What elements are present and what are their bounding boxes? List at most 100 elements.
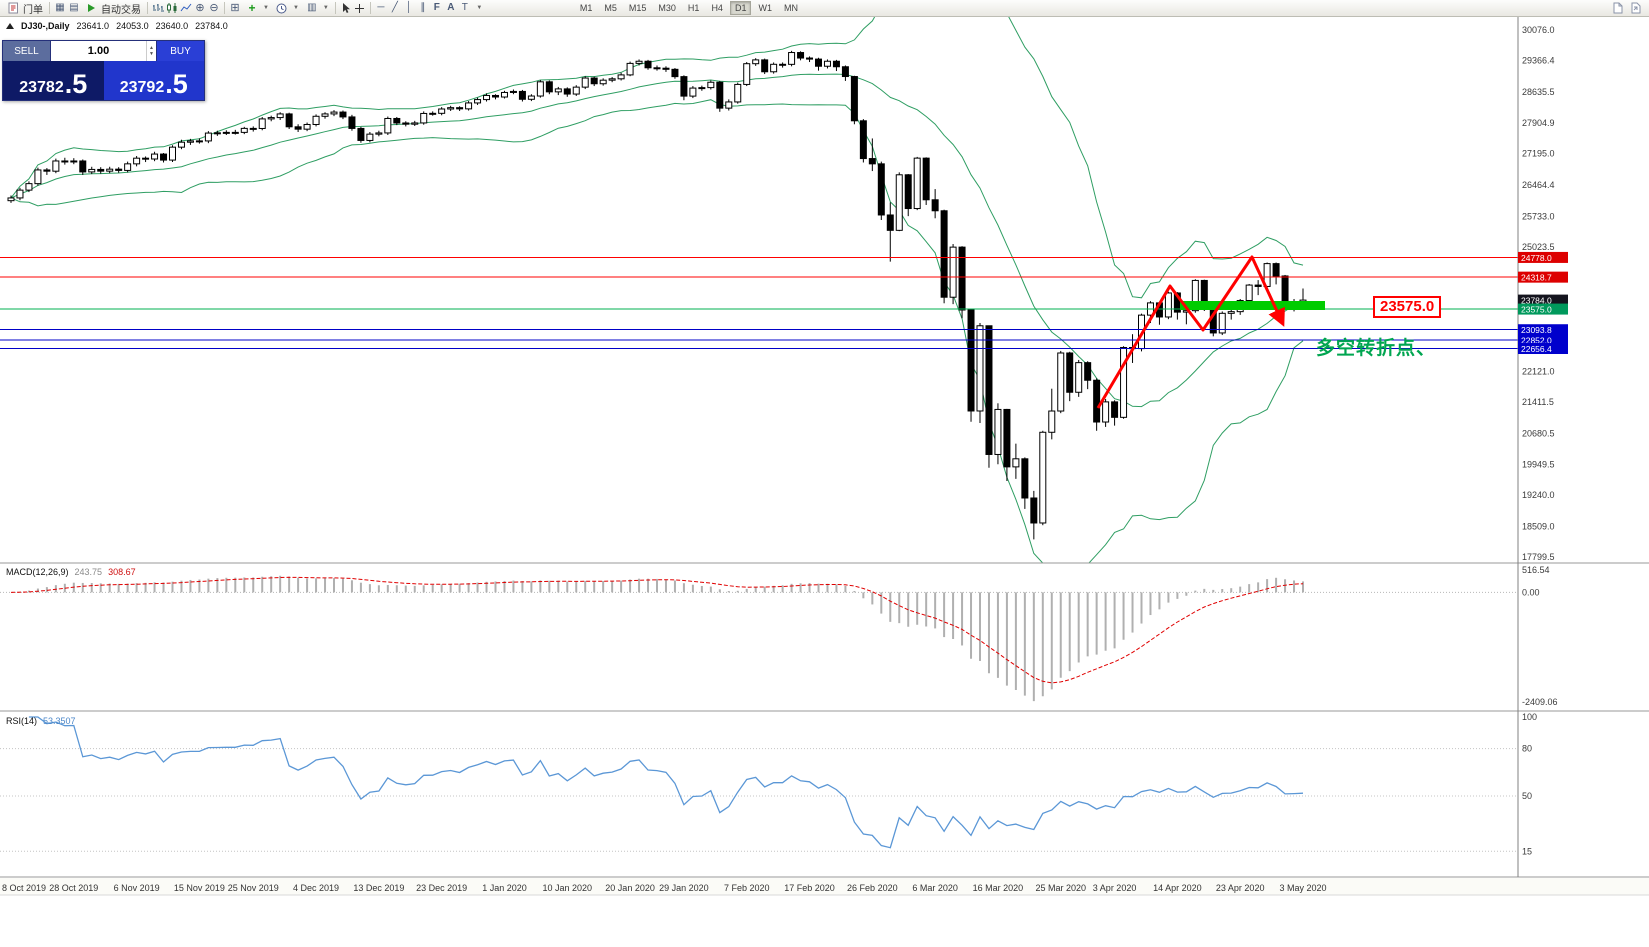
svg-text:28635.5: 28635.5 xyxy=(1522,87,1555,97)
svg-text:6 Mar 2020: 6 Mar 2020 xyxy=(912,883,958,893)
symbol-label: DJ30-,Daily xyxy=(21,21,70,31)
profiles-icon[interactable]: ▤ xyxy=(69,2,79,13)
macd-header: MACD(12,26,9) 243.75 308.67 xyxy=(6,567,136,577)
svg-text:17 Feb 2020: 17 Feb 2020 xyxy=(784,883,835,893)
candlestick-series xyxy=(7,50,1307,540)
svg-text:19240.0: 19240.0 xyxy=(1522,490,1555,500)
high-value: 24053.0 xyxy=(116,21,149,31)
svg-text:22852.0: 22852.0 xyxy=(1521,336,1552,346)
timeframe-toolbar: M1 M5 M15 M30 H1 H4 D1 W1 MN xyxy=(574,1,804,15)
volume-input[interactable] xyxy=(51,41,146,61)
svg-text:15 Nov 2019: 15 Nov 2019 xyxy=(174,883,225,893)
svg-text:4 Dec 2019: 4 Dec 2019 xyxy=(293,883,339,893)
svg-text:0.00: 0.00 xyxy=(1522,587,1540,597)
crosshair-icon[interactable] xyxy=(353,1,367,15)
svg-text:29366.4: 29366.4 xyxy=(1522,55,1555,65)
cursor-icon[interactable] xyxy=(339,1,353,15)
svg-text:29 Jan 2020: 29 Jan 2020 xyxy=(659,883,709,893)
svg-text:3 May 2020: 3 May 2020 xyxy=(1279,883,1326,893)
auto-trading-button[interactable]: 自动交易 xyxy=(81,1,144,16)
buy-price-fraction: .5 xyxy=(165,69,188,100)
buy-price[interactable]: 23792 .5 xyxy=(103,61,204,100)
bar-chart-icon[interactable] xyxy=(151,1,165,15)
sell-button[interactable]: SELL xyxy=(3,41,50,61)
turning-point-note[interactable]: 多空转折点、 xyxy=(1316,338,1437,359)
timeframe-button-m30[interactable]: M30 xyxy=(658,3,676,13)
toolbar-separator xyxy=(224,2,225,14)
toolbar-right-group xyxy=(1610,1,1646,15)
timeframe-button-m15[interactable]: M15 xyxy=(628,3,647,13)
macd-signal-line xyxy=(10,576,1304,684)
support-highlight-bar[interactable] xyxy=(1180,301,1325,310)
timeframe-button-m5[interactable]: M5 xyxy=(604,3,617,13)
chevron-down-icon: ▼ xyxy=(476,5,483,11)
low-value: 23640.0 xyxy=(155,21,189,31)
expand-panel-icon[interactable] xyxy=(1628,1,1642,15)
rsi-panel xyxy=(0,716,1518,852)
new-order-icon xyxy=(6,1,20,15)
svg-text:26464.4: 26464.4 xyxy=(1522,180,1555,190)
text-label-tool-icon[interactable]: T xyxy=(461,2,468,13)
chart-canvas[interactable]: 30076.0 29366.4 28635.5 27904.9 27195.0 26464… xyxy=(0,17,1649,947)
timeframe-button-w1[interactable]: W1 xyxy=(758,3,772,13)
svg-text:3 Apr 2020: 3 Apr 2020 xyxy=(1093,883,1137,893)
timeframe-button-d1[interactable]: D1 xyxy=(729,1,752,15)
timeframe-button-h4[interactable]: H4 xyxy=(711,3,723,13)
svg-text:20 Jan 2020: 20 Jan 2020 xyxy=(605,883,655,893)
rsi-line xyxy=(28,716,1304,849)
rsi-label: RSI(14) xyxy=(6,716,38,726)
svg-text:23 Dec 2019: 23 Dec 2019 xyxy=(416,883,467,893)
timeframe-button-mn[interactable]: MN xyxy=(783,3,798,13)
svg-text:80: 80 xyxy=(1522,744,1532,754)
price-annotation-box[interactable]: 23575.0 xyxy=(1373,296,1442,318)
chevron-down-icon: ▼ xyxy=(263,5,269,11)
volume-stepper[interactable]: ▲ ▼ xyxy=(145,41,156,61)
svg-text:25023.5: 25023.5 xyxy=(1522,242,1555,252)
volume-field: ▲ ▼ xyxy=(50,41,157,61)
horizontal-line-icon[interactable]: ─ xyxy=(377,2,385,13)
svg-text:23784.0: 23784.0 xyxy=(1521,296,1552,306)
svg-text:21411.5: 21411.5 xyxy=(1522,397,1554,407)
svg-text:24318.7: 24318.7 xyxy=(1521,273,1552,283)
buy-price-main: 23792 xyxy=(119,79,165,96)
svg-text:22656.4: 22656.4 xyxy=(1521,344,1552,354)
add-indicator-icon: + xyxy=(248,1,256,15)
svg-text:20680.5: 20680.5 xyxy=(1522,428,1555,438)
chart-window-icon[interactable]: ▦ xyxy=(55,2,65,13)
svg-text:28 Oct 2019: 28 Oct 2019 xyxy=(49,883,98,893)
zoom-out-icon[interactable]: ⊖ xyxy=(209,1,219,14)
svg-text:23093.8: 23093.8 xyxy=(1521,325,1552,335)
periods-button[interactable]: ▼ xyxy=(272,1,302,16)
stepper-up-icon[interactable]: ▲ xyxy=(149,45,154,51)
zoom-in-icon[interactable]: ⊕ xyxy=(195,1,205,14)
fibonacci-icon[interactable]: F xyxy=(433,2,440,13)
channel-icon[interactable]: ∥ xyxy=(420,2,426,13)
tile-windows-icon[interactable]: ⊞ xyxy=(230,1,240,14)
toolbar-separator xyxy=(334,2,336,14)
line-chart-icon[interactable] xyxy=(179,1,193,15)
vertical-line-icon[interactable]: │ xyxy=(405,2,412,13)
clock-icon xyxy=(275,1,289,15)
svg-text:23 Apr 2020: 23 Apr 2020 xyxy=(1216,883,1265,893)
svg-text:19949.5: 19949.5 xyxy=(1522,460,1555,470)
trendline-icon[interactable]: ╱ xyxy=(391,2,398,13)
candlestick-chart-icon[interactable] xyxy=(165,1,179,15)
templates-button[interactable]: ▥ ▼ xyxy=(302,1,332,16)
svg-text:16 Mar 2020: 16 Mar 2020 xyxy=(973,883,1024,893)
text-tool-icon[interactable]: A xyxy=(447,2,455,13)
shapes-icon[interactable]: ▼ xyxy=(472,1,486,15)
new-order-button[interactable]: 门单 xyxy=(3,1,46,16)
trend-zigzag[interactable] xyxy=(1096,255,1285,409)
stepper-down-icon[interactable]: ▼ xyxy=(149,51,154,57)
price-axis: 30076.0 29366.4 28635.5 27904.9 27195.0 26464… xyxy=(1518,25,1568,856)
buy-button[interactable]: BUY xyxy=(157,41,204,61)
timeframe-button-m1[interactable]: M1 xyxy=(579,3,593,13)
close-value: 23784.0 xyxy=(195,21,228,31)
svg-text:1 Jan 2020: 1 Jan 2020 xyxy=(482,883,527,893)
dock-panel-icon[interactable] xyxy=(1610,1,1624,15)
timeframe-button-h1[interactable]: H1 xyxy=(687,3,700,13)
rsi-header: RSI(14) 53.3507 xyxy=(6,716,76,726)
indicators-button[interactable]: + ▼ xyxy=(242,1,272,16)
sell-price[interactable]: 23782 .5 xyxy=(3,61,104,100)
